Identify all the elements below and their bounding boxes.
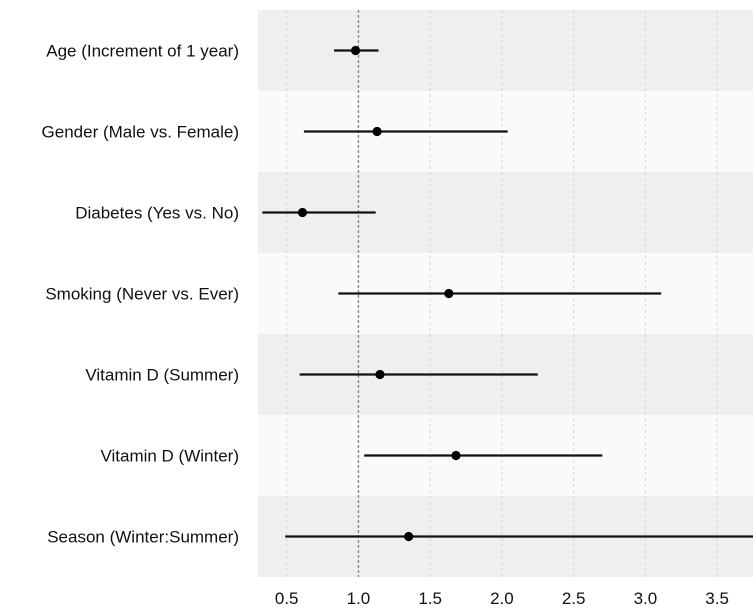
point-estimate — [372, 126, 382, 137]
point-estimate — [297, 207, 308, 218]
x-tick-label: 2.0 — [490, 589, 514, 608]
x-tick-label: 0.5 — [275, 589, 299, 608]
row-label: Vitamin D (Winter) — [100, 447, 239, 466]
point-estimate — [350, 45, 361, 56]
x-tick-label: 3.5 — [705, 589, 729, 608]
x-tick-label: 1.0 — [347, 589, 371, 608]
row-label: Gender (Male vs. Female) — [42, 123, 239, 142]
point-estimate — [444, 288, 454, 299]
row-band — [258, 10, 753, 91]
row-label: Vitamin D (Summer) — [85, 366, 239, 385]
point-estimate — [404, 531, 414, 542]
x-tick-label: 1.5 — [418, 589, 442, 608]
row-label: Diabetes (Yes vs. No) — [75, 204, 239, 223]
point-estimate — [451, 450, 461, 461]
point-estimate — [375, 369, 385, 380]
x-tick-label: 3.0 — [634, 589, 658, 608]
row-label: Season (Winter:Summer) — [47, 528, 239, 547]
row-label: Age (Increment of 1 year) — [46, 42, 239, 61]
x-tick-label: 2.5 — [562, 589, 586, 608]
row-label: Smoking (Never vs. Ever) — [45, 285, 239, 304]
